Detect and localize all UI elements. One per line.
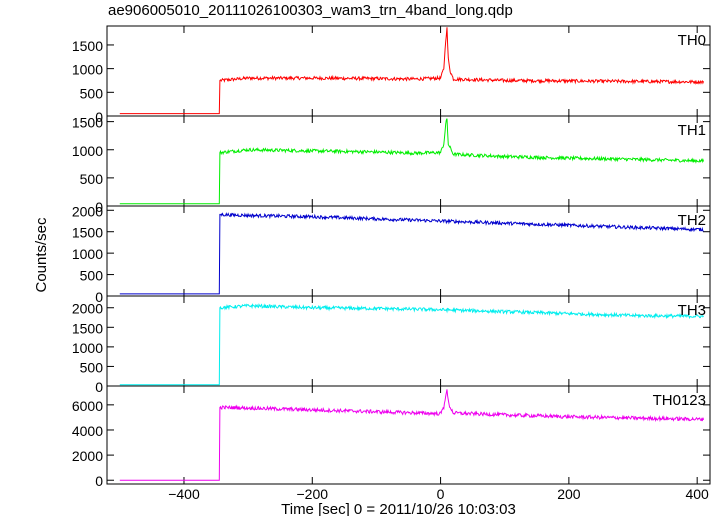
panel-label-TH1: TH1: [678, 122, 706, 139]
panel-frame-TH1: [106, 115, 711, 207]
ytick-label-TH0-0: 0: [95, 109, 103, 125]
ytick-label-TH3-0: 0: [95, 379, 103, 395]
ytick-label-TH0123-2000: 2000: [72, 448, 103, 464]
series-line-TH1: [119, 118, 705, 205]
ytick-label-TH2-2000: 2000: [72, 203, 103, 219]
ytick-label-TH2-0: 0: [95, 289, 103, 305]
ytick-label-TH0-1000: 1000: [72, 62, 103, 78]
ytick-label-TH0123-6000: 6000: [72, 398, 103, 414]
ytick-label-TH2-1000: 1000: [72, 246, 103, 262]
ytick-label-TH1-1500: 1500: [72, 115, 103, 131]
ytick-label-TH0-500: 500: [80, 85, 104, 101]
ytick-label-TH1-0: 0: [95, 199, 103, 215]
y-axis-label: Counts/sec: [33, 217, 50, 293]
panel-label-TH2: TH2: [678, 212, 706, 229]
ytick-label-TH1-1000: 1000: [72, 143, 103, 159]
xtick-label--400: −400: [168, 486, 200, 502]
ytick-label-TH0123-4000: 4000: [72, 423, 103, 439]
chart-title: ae906005010_20111026100303_wam3_trn_4ban…: [108, 2, 513, 19]
series-line-TH0: [119, 27, 705, 115]
panel-label-TH0123: TH0123: [653, 392, 706, 409]
ytick-label-TH0-1500: 1500: [72, 38, 103, 54]
ytick-label-TH3-1500: 1500: [72, 320, 103, 336]
ytick-label-TH0123-0: 0: [95, 473, 103, 489]
ytick-label-TH1-500: 500: [80, 171, 104, 187]
ytick-label-TH2-1500: 1500: [72, 225, 103, 241]
series-line-TH0123: [119, 389, 705, 481]
xtick-label--200: −200: [297, 486, 329, 502]
panel-frame-TH0: [106, 25, 711, 117]
series-line-TH2: [119, 212, 704, 295]
xtick-label-200: 200: [557, 486, 581, 502]
ytick-label-TH3-2000: 2000: [72, 301, 103, 317]
panel-label-TH3: TH3: [678, 302, 706, 319]
ytick-label-TH3-1000: 1000: [72, 340, 103, 356]
panel-label-TH0: TH0: [678, 32, 706, 49]
ytick-label-TH2-500: 500: [80, 268, 104, 284]
panel-frame-TH0123: [106, 385, 711, 485]
ytick-label-TH3-500: 500: [80, 359, 104, 375]
x-axis-label: Time [sec] 0 = 2011/10/26 10:03:03: [281, 501, 516, 516]
series-line-TH3: [119, 303, 704, 386]
xtick-label-0: 0: [437, 486, 445, 502]
xtick-label-400: 400: [685, 486, 709, 502]
